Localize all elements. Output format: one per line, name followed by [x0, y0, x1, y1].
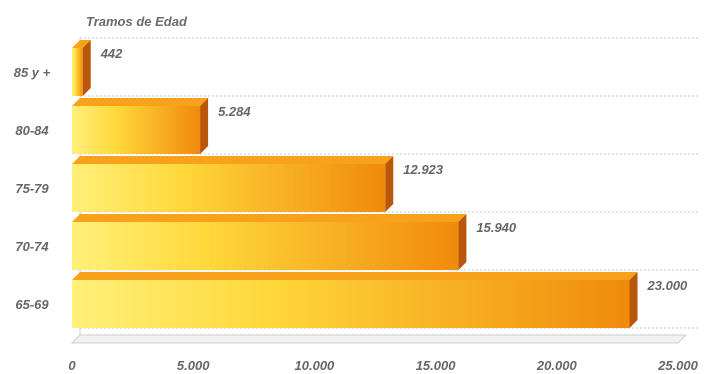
- bar: [72, 48, 83, 96]
- bar: [72, 164, 386, 212]
- labels: 85 y + 442 80-84 5.284 75-79 12.923 70-74 15.94…: [14, 46, 688, 312]
- x-tick-label: 0: [68, 358, 76, 373]
- bar-side-face: [385, 156, 394, 212]
- bar: [72, 222, 459, 270]
- bar: [72, 280, 630, 328]
- x-tick-label: 15.000: [416, 358, 457, 373]
- category-label: 70-74: [15, 239, 49, 254]
- x-tick-label: 5.000: [177, 358, 210, 373]
- value-label: 23.000: [647, 278, 689, 293]
- value-label: 15.940: [476, 220, 517, 235]
- bar-side-face: [629, 272, 638, 328]
- value-label: 12.923: [403, 162, 444, 177]
- category-label: 85 y +: [14, 65, 51, 80]
- bar-side-face: [200, 98, 209, 154]
- chart-title: Tramos de Edad: [86, 14, 188, 29]
- bar-side-face: [458, 214, 467, 270]
- x-tick-label: 20.000: [536, 358, 578, 373]
- floor: [70, 334, 688, 344]
- category-label: 80-84: [15, 123, 49, 138]
- bar-top-face: [72, 156, 394, 164]
- value-label: 442: [100, 46, 123, 61]
- category-label: 75-79: [15, 181, 49, 196]
- bar-top-face: [72, 214, 467, 222]
- bars: [72, 40, 638, 328]
- bar-side-face: [82, 40, 91, 96]
- bar-top-face: [72, 98, 209, 106]
- value-label: 5.284: [218, 104, 251, 119]
- category-label: 65-69: [15, 297, 49, 312]
- x-tick-label: 10.000: [295, 358, 336, 373]
- bar: [72, 106, 201, 154]
- bar-top-face: [72, 272, 638, 280]
- x-tick-label: 25.000: [657, 358, 699, 373]
- x-axis: 0 5.000 10.000 15.000 20.000 25.000: [68, 358, 698, 373]
- bar-top-face: [72, 40, 91, 48]
